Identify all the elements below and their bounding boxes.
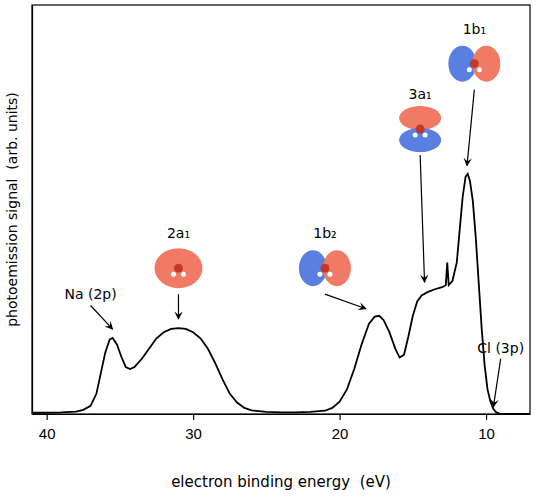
- x-tick-mark: [193, 414, 194, 420]
- annotation-arrow: [493, 359, 500, 407]
- x-axis-line: [33, 414, 531, 415]
- plot: 40 30 20 10 Na (2p) 2a₁ 1b₂ 3a₁ 1b₁ Cl (3p): [32, 5, 531, 442]
- x-tick-label: 40: [39, 425, 56, 442]
- y-axis-title: photoemission signal (arb. units): [4, 92, 20, 327]
- annotations: Na (2p) 2a₁ 1b₂ 3a₁ 1b₁ Cl (3p): [64, 21, 524, 407]
- y-axis-line: [32, 6, 33, 415]
- orbital-lobe: [154, 248, 202, 288]
- chart: 40 30 20 10 Na (2p) 2a₁ 1b₂ 3a₁ 1b₁ Cl (3p) electr…: [0, 0, 536, 499]
- x-tick: 30: [185, 414, 202, 442]
- orbital-picture: [299, 250, 351, 286]
- hydrogen-atom: [477, 67, 482, 72]
- orbital-picture: [448, 46, 500, 82]
- orbital-picture: [154, 248, 202, 288]
- oxygen-atom: [174, 264, 183, 273]
- x-tick: 20: [332, 414, 349, 442]
- hydrogen-atom: [423, 133, 428, 138]
- hydrogen-atom: [317, 272, 322, 277]
- annotation-label: Cl (3p): [477, 340, 524, 356]
- x-tick: 40: [39, 414, 56, 442]
- hydrogen-atom: [171, 272, 176, 277]
- plot-frame: [32, 5, 530, 414]
- annotation-label: 1b₂: [313, 225, 336, 241]
- x-tick-mark: [47, 414, 48, 420]
- hydrogen-atom: [327, 272, 332, 277]
- annotation-label: 3a₁: [409, 86, 432, 102]
- oxygen-atom: [470, 59, 479, 68]
- annotation-label: Na (2p): [64, 286, 116, 302]
- x-tick-label: 20: [332, 425, 349, 442]
- x-tick: 10: [478, 414, 495, 442]
- x-tick-mark: [486, 414, 487, 420]
- annotation-arrow: [178, 294, 179, 319]
- annotation-arrow: [420, 155, 424, 282]
- oxygen-atom: [320, 264, 329, 273]
- annotation-arrow: [91, 305, 113, 329]
- orbital-picture: [399, 106, 441, 152]
- x-axis: 40 30 20 10: [33, 414, 531, 442]
- annotation-label: 1b₁: [463, 21, 486, 37]
- x-tick-label: 10: [478, 425, 495, 442]
- x-axis-title: electron binding energy (eV): [171, 473, 391, 491]
- x-tick-label: 30: [185, 425, 202, 442]
- hydrogen-atom: [467, 67, 472, 72]
- annotation-arrow: [325, 294, 366, 309]
- x-tick-mark: [339, 414, 340, 420]
- y-axis: [32, 6, 33, 415]
- spectrum-line: [32, 174, 530, 414]
- hydrogen-atom: [181, 272, 186, 277]
- annotation-arrow: [467, 90, 474, 166]
- data-area: [32, 174, 530, 414]
- oxygen-atom: [416, 125, 425, 134]
- hydrogen-atom: [413, 133, 418, 138]
- annotation-label: 2a₁: [167, 225, 190, 241]
